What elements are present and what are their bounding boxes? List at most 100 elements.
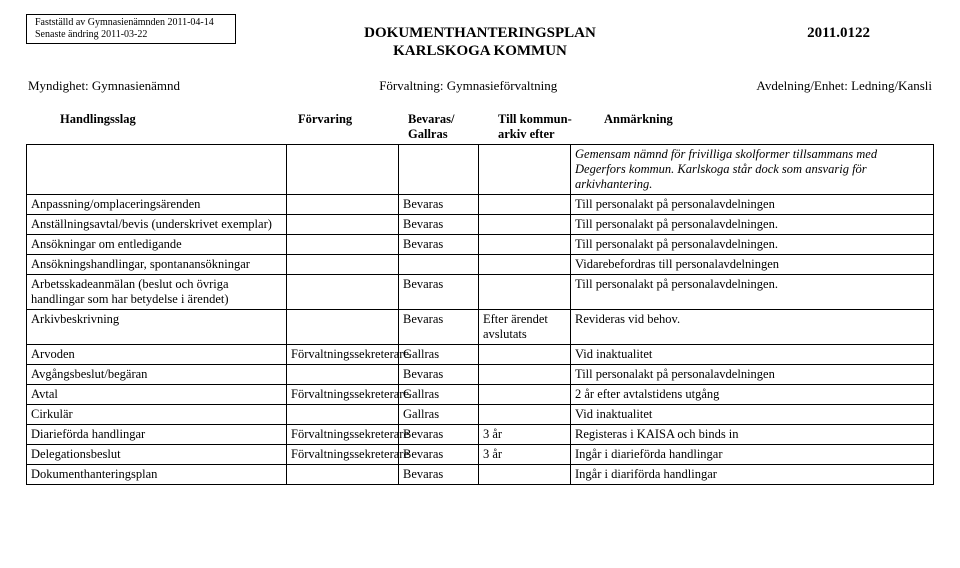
header-anmarkning: Anmärkning bbox=[604, 112, 932, 142]
cell-bevaras-gallras: Bevaras bbox=[399, 445, 479, 465]
cell-bevaras-gallras: Bevaras bbox=[399, 310, 479, 345]
table-row: ArvodenFörvaltningssekreterareGallrasVid… bbox=[27, 345, 934, 365]
intro-cell-4 bbox=[479, 145, 571, 195]
cell-anmarkning: Till personalakt på personalavdelningen. bbox=[571, 235, 934, 255]
cell-bevaras-gallras bbox=[399, 255, 479, 275]
header-bevaras-l2: Gallras bbox=[408, 127, 448, 141]
cell-bevaras-gallras: Bevaras bbox=[399, 365, 479, 385]
cell-anmarkning: Revideras vid behov. bbox=[571, 310, 934, 345]
cell-forvaring: Förvaltningssekreterare bbox=[287, 345, 399, 365]
cell-handlingsslag: Avgångsbeslut/begäran bbox=[27, 365, 287, 385]
cell-forvaring bbox=[287, 235, 399, 255]
title-block: DOKUMENTHANTERINGSPLAN KARLSKOGA KOMMUN bbox=[26, 25, 934, 60]
table-row: Ansökningar om entledigande Bevaras Till p… bbox=[27, 235, 934, 255]
cell-bevaras-gallras: Bevaras bbox=[399, 465, 479, 485]
cell-kommun bbox=[479, 215, 571, 235]
cell-forvaring: Förvaltningssekreterare bbox=[287, 425, 399, 445]
header-kommun: Till kommun- arkiv efter bbox=[498, 112, 604, 142]
table-row: Cirkulär Gallras Vid inaktualitet bbox=[27, 405, 934, 425]
cell-forvaring bbox=[287, 255, 399, 275]
cell-anmarkning: Till personalakt på personalavdelningen bbox=[571, 365, 934, 385]
table-row: Anställningsavtal/bevis (underskrivet ex… bbox=[27, 215, 934, 235]
cell-handlingsslag: Dokumenthanteringsplan bbox=[27, 465, 287, 485]
cell-anmarkning: Ingår i diariförda handlingar bbox=[571, 465, 934, 485]
header-kommun-l1: Till kommun- bbox=[498, 112, 572, 126]
cell-anmarkning: Till personalakt på personalavdelningen. bbox=[571, 275, 934, 310]
authority-forvaltning: Förvaltning: Gymnasieförvaltning bbox=[379, 78, 557, 94]
cell-forvaring bbox=[287, 195, 399, 215]
cell-kommun bbox=[479, 235, 571, 255]
cell-handlingsslag: Avtal bbox=[27, 385, 287, 405]
cell-kommun bbox=[479, 365, 571, 385]
table-row: AvtalFörvaltningssekreterareGallras 2 år … bbox=[27, 385, 934, 405]
cell-kommun bbox=[479, 275, 571, 310]
cell-kommun bbox=[479, 465, 571, 485]
table-row: Anpassning/omplaceringsärenden Bevaras Til… bbox=[27, 195, 934, 215]
doc-subtitle: KARLSKOGA KOMMUN bbox=[26, 43, 934, 60]
cell-handlingsslag: Diarieförda handlingar bbox=[27, 425, 287, 445]
table-row: Arbetsskadeanmälan (beslut och övriga ha… bbox=[27, 275, 934, 310]
header-forvaring: Förvaring bbox=[298, 112, 408, 142]
intro-note-row: Gemensam nämnd för frivilliga skolformer… bbox=[27, 145, 934, 195]
meta-line-1: Fastställd av Gymnasienämnden 2011-04-14 bbox=[35, 17, 227, 29]
cell-kommun bbox=[479, 405, 571, 425]
cell-handlingsslag: Arbetsskadeanmälan (beslut och övriga ha… bbox=[27, 275, 287, 310]
cell-bevaras-gallras: Bevaras bbox=[399, 195, 479, 215]
cell-anmarkning: Ingår i diarieförda handlingar bbox=[571, 445, 934, 465]
cell-kommun: 3 år bbox=[479, 425, 571, 445]
cell-bevaras-gallras: Bevaras bbox=[399, 425, 479, 445]
table-row: Avgångsbeslut/begäran Bevaras Till persona… bbox=[27, 365, 934, 385]
cell-forvaring bbox=[287, 310, 399, 345]
cell-kommun bbox=[479, 255, 571, 275]
authority-row: Myndighet: Gymnasienämnd Förvaltning: Gy… bbox=[26, 78, 934, 94]
authority-avdelning: Avdelning/Enhet: Ledning/Kansli bbox=[756, 78, 932, 94]
cell-bevaras-gallras: Bevaras bbox=[399, 215, 479, 235]
cell-handlingsslag: Ansökningar om entledigande bbox=[27, 235, 287, 255]
cell-handlingsslag: Delegationsbeslut bbox=[27, 445, 287, 465]
cell-bevaras-gallras: Gallras bbox=[399, 345, 479, 365]
main-table: Gemensam nämnd för frivilliga skolformer… bbox=[26, 144, 934, 485]
header-bevaras: Bevaras/ Gallras bbox=[408, 112, 498, 142]
table-row: DelegationsbeslutFörvaltningssekreterare… bbox=[27, 445, 934, 465]
cell-handlingsslag: Arkivbeskrivning bbox=[27, 310, 287, 345]
header-kommun-l2: arkiv efter bbox=[498, 127, 555, 141]
cell-anmarkning: Vidarebefordras till personalavdelningen bbox=[571, 255, 934, 275]
cell-handlingsslag: Arvoden bbox=[27, 345, 287, 365]
cell-handlingsslag: Anställningsavtal/bevis (underskrivet ex… bbox=[27, 215, 287, 235]
table-row: Arkivbeskrivning BevarasEfter ärendet avs… bbox=[27, 310, 934, 345]
cell-anmarkning: 2 år efter avtalstidens utgång bbox=[571, 385, 934, 405]
cell-bevaras-gallras: Gallras bbox=[399, 385, 479, 405]
cell-forvaring bbox=[287, 365, 399, 385]
cell-anmarkning: Vid inaktualitet bbox=[571, 405, 934, 425]
cell-handlingsslag: Cirkulär bbox=[27, 405, 287, 425]
intro-cell-1 bbox=[27, 145, 287, 195]
cell-handlingsslag: Ansökningshandlingar, spontanansökningar bbox=[27, 255, 287, 275]
cell-handlingsslag: Anpassning/omplaceringsärenden bbox=[27, 195, 287, 215]
cell-bevaras-gallras: Bevaras bbox=[399, 275, 479, 310]
cell-forvaring: Förvaltningssekreterare bbox=[287, 445, 399, 465]
cell-anmarkning: Registeras i KAISA och binds in bbox=[571, 425, 934, 445]
cell-kommun bbox=[479, 345, 571, 365]
authority-myndighet: Myndighet: Gymnasienämnd bbox=[28, 78, 180, 94]
cell-forvaring bbox=[287, 465, 399, 485]
cell-forvaring bbox=[287, 215, 399, 235]
cell-bevaras-gallras: Bevaras bbox=[399, 235, 479, 255]
cell-kommun bbox=[479, 195, 571, 215]
cell-forvaring: Förvaltningssekreterare bbox=[287, 385, 399, 405]
header-handlingsslag: Handlingsslag bbox=[60, 112, 298, 142]
cell-anmarkning: Till personalakt på personalavdelningen bbox=[571, 195, 934, 215]
table-header-row: Handlingsslag Förvaring Bevaras/ Gallras… bbox=[26, 112, 934, 142]
cell-kommun bbox=[479, 385, 571, 405]
cell-forvaring bbox=[287, 405, 399, 425]
table-row: Ansökningshandlingar, spontanansökningar… bbox=[27, 255, 934, 275]
doc-number: 2011.0122 bbox=[807, 25, 870, 42]
cell-kommun: 3 år bbox=[479, 445, 571, 465]
cell-anmarkning: Till personalakt på personalavdelningen. bbox=[571, 215, 934, 235]
cell-bevaras-gallras: Gallras bbox=[399, 405, 479, 425]
intro-note: Gemensam nämnd för frivilliga skolformer… bbox=[571, 145, 934, 195]
table-row: Diarieförda handlingarFörvaltningssekret… bbox=[27, 425, 934, 445]
cell-kommun: Efter ärendet avslutats bbox=[479, 310, 571, 345]
intro-cell-3 bbox=[399, 145, 479, 195]
cell-forvaring bbox=[287, 275, 399, 310]
header-bevaras-l1: Bevaras/ bbox=[408, 112, 455, 126]
